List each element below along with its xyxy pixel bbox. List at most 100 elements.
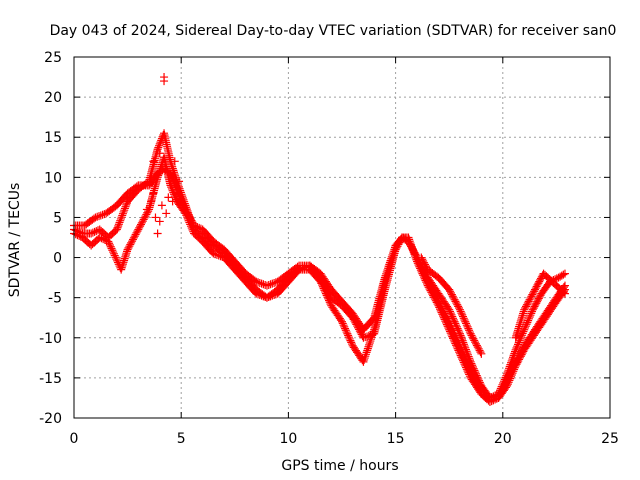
data-point [186,222,195,231]
data-point [323,293,332,302]
data-point [368,331,377,340]
series-track-3 [70,153,569,402]
data-point [465,372,474,381]
data-point [97,234,106,243]
y-tick-label: -15 [39,371,62,387]
data-point [380,277,389,286]
data-point [340,322,349,331]
data-point [116,216,125,225]
data-point [417,253,426,262]
data-point [321,289,330,298]
data-point [507,358,516,367]
data-point [446,288,455,297]
data-point [392,243,401,252]
data-point [439,312,448,321]
data-point [322,291,331,300]
data-point [446,287,455,296]
data-point [509,367,518,376]
data-point [71,230,80,239]
data-point [324,296,333,305]
data-point [216,252,225,261]
x-tick-label: 5 [177,431,186,447]
data-point [132,228,141,237]
data-point [489,392,498,401]
data-point [132,182,141,191]
data-point [396,236,405,245]
data-point [424,283,433,292]
data-point [465,328,474,337]
data-point [170,157,179,166]
data-point [87,229,96,238]
data-point [172,195,181,204]
data-point [185,218,194,227]
data-point [503,369,512,378]
data-point [494,389,503,398]
data-point [169,188,178,197]
data-point [419,271,428,280]
data-point [116,214,125,223]
data-point [95,212,104,221]
data-point [518,329,527,338]
series-track-4 [417,253,486,358]
data-marks [70,73,569,406]
data-point [126,240,135,249]
data-point [502,371,511,380]
data-point [439,313,448,322]
data-point [366,337,375,346]
data-point [458,356,467,365]
data-point [505,362,514,371]
data-point [193,223,202,232]
data-point [409,248,418,257]
data-point [472,339,480,348]
data-point [423,281,432,290]
data-point [211,250,220,259]
data-point [155,149,164,158]
data-point [364,342,373,351]
data-point [318,281,327,290]
data-point [485,393,494,402]
data-point [395,238,404,247]
data-point [142,205,151,214]
data-point [120,206,129,215]
data-point [524,314,533,323]
data-point [440,315,449,324]
data-point [155,217,164,226]
data-point [525,295,534,304]
x-axis-label: GPS time / hours [281,458,398,474]
data-point [365,338,374,347]
data-point [137,218,146,227]
data-point [482,392,491,401]
data-point [418,255,427,264]
data-point [172,189,181,198]
data-point [453,344,462,353]
data-point [326,299,335,308]
data-point [252,277,261,286]
data-point [88,228,97,237]
data-point [421,262,430,271]
data-point [455,304,464,313]
data-point [438,310,447,319]
data-point [135,223,144,232]
data-point [452,342,461,351]
data-point [405,237,414,246]
y-tick-label: 10 [44,170,62,186]
data-point [349,315,358,324]
data-point [355,327,364,336]
data-point [527,292,536,301]
data-point [338,317,346,326]
data-point [416,266,425,275]
data-point [114,221,123,230]
data-point [448,292,457,301]
data-point [429,291,438,300]
data-point [114,220,123,229]
data-point [417,267,426,276]
data-point [153,229,162,238]
data-point [496,384,505,393]
data-point [117,213,126,222]
x-tick-labels: 0 5 10 15 20 25 [70,431,619,447]
data-point [104,237,113,246]
data-point [442,320,451,329]
data-point [145,181,154,190]
data-point [382,271,391,280]
data-point [124,243,133,252]
